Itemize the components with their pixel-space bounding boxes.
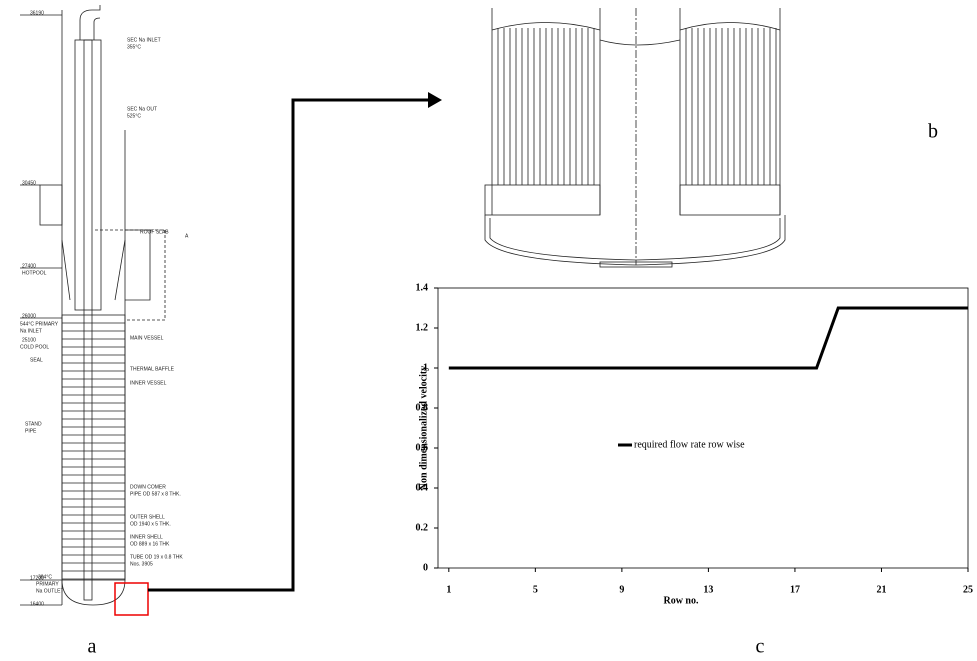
annotation: OUTER SHELL [130, 514, 165, 520]
annotation: 26000 [22, 313, 36, 319]
x-tick-label: 9 [619, 584, 624, 595]
arrow-head [428, 92, 442, 108]
annotation: 16400 [30, 601, 44, 607]
y-tick-label: 0.6 [416, 442, 429, 453]
schematic-a [20, 5, 166, 606]
tube-lines [497, 28, 777, 185]
y-tick-label: 0 [423, 562, 428, 573]
annotation: ROOF SLAB [140, 229, 169, 235]
annotation: THERMAL BAFFLE [130, 366, 175, 372]
x-tick-label: 13 [703, 584, 713, 595]
annotation: 30450 [22, 180, 36, 186]
annotation: 25100 [22, 337, 36, 343]
data-line [448, 306, 968, 370]
annotation: OD 889 x 16 THK [130, 541, 170, 547]
panel-label: b [928, 121, 938, 143]
annotation: Na OUTLET [36, 588, 64, 594]
annotation: SEC Na INLET [127, 37, 161, 43]
annotation: PIPE [25, 428, 37, 434]
y-axis-title: Non dimensionalized velocity [418, 366, 429, 490]
schematic-b [484, 8, 786, 268]
annotation: SEC Na OUT [127, 106, 157, 112]
plot-frame [437, 287, 969, 569]
annotation: INNER VESSEL [130, 380, 167, 386]
annotation: 394°C [38, 574, 52, 580]
annotation: INNER SHELL [130, 534, 163, 540]
x-tick-label: 21 [876, 584, 886, 595]
x-axis-title: Row no. [663, 595, 699, 606]
annotation: DOWN COMER [130, 484, 166, 490]
y-tick-label: 1.2 [416, 322, 429, 333]
annotation: 36190 [30, 10, 44, 16]
y-tick-label: 0.2 [416, 522, 429, 533]
annotation: 525°C [127, 113, 141, 119]
highlight-box [114, 582, 149, 616]
annotation: 544°C PRIMARY [20, 321, 59, 327]
annotation: COLD POOL [20, 344, 49, 350]
tube-bundle [62, 322, 125, 580]
y-tick-label: 1.4 [416, 282, 429, 293]
x-tick-label: 17 [790, 584, 800, 595]
x-tick-label: 25 [963, 584, 973, 595]
x-tick-label: 1 [446, 584, 451, 595]
annotation: MAIN VESSEL [130, 335, 164, 341]
chart: 0 0.2 0.4 0.6 0.8 1 1.2 1.4 1 5 9 13 17 21 25 Row no. No… [416, 282, 974, 606]
connector-arrow [148, 98, 430, 592]
annotation: Na INLET [20, 328, 42, 334]
annotation: 355°C [127, 44, 141, 50]
panel-label: c [756, 636, 765, 658]
y-tick-label: 0.8 [416, 402, 429, 413]
annotation: 27400 [22, 263, 36, 269]
legend-label: required flow rate row wise [634, 439, 745, 450]
annotation: STAND [25, 421, 42, 427]
annotation: PIPE OD 587 x 8 THK. [130, 491, 181, 497]
panel-label: a [88, 636, 97, 658]
annotation: HOTPOOL [22, 270, 47, 276]
annotation: Nos. 3905 [130, 561, 153, 567]
annotation: A [185, 233, 189, 239]
annotation: OD 1940 x 5 THK. [130, 521, 171, 527]
annotation: PRIMARY [36, 581, 59, 587]
x-tick-label: 5 [533, 584, 538, 595]
annotation: 17200 [30, 575, 44, 581]
annotation: TUBE OD 19 x 0.8 THK [130, 554, 183, 560]
annotation: SEAL [30, 357, 43, 363]
y-tick-label: 0.4 [416, 482, 429, 493]
y-tick-label: 1 [423, 362, 428, 373]
